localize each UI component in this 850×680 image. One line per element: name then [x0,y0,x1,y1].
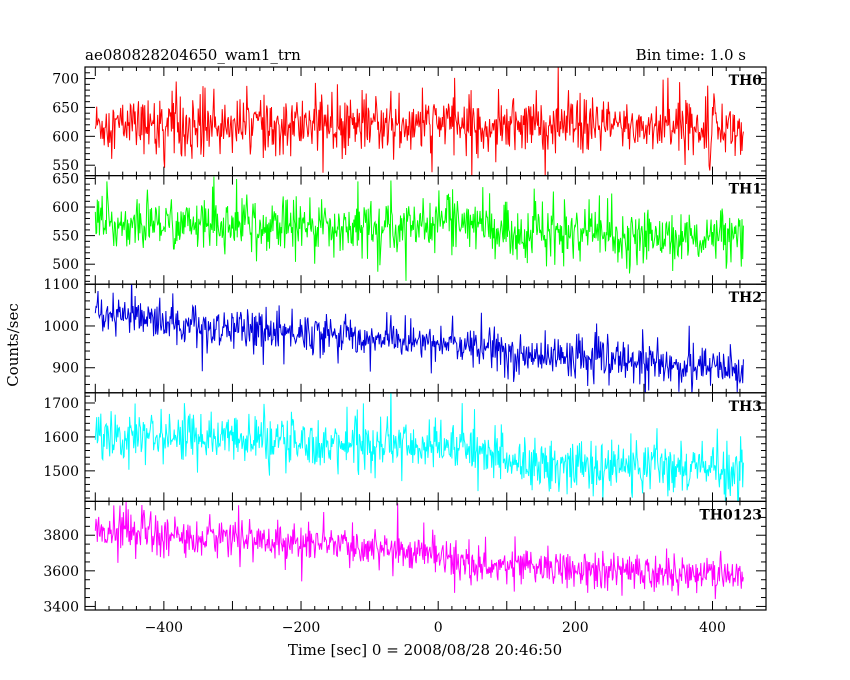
panel-label-th0123: TH0123 [699,507,762,523]
panel-label-th3: TH3 [729,399,762,415]
y-axis-label: Counts/sec [4,303,22,387]
y-tick-label: 650 [52,100,79,116]
y-tick-label: 550 [52,229,79,245]
series-line-th1 [94,176,744,281]
y-tick-label: 600 [52,129,79,145]
y-tick-label: 1100 [43,277,79,293]
y-tick-label: 3400 [43,599,79,615]
y-tick-label: 1500 [43,464,79,480]
panel-th2: 900 1000 1100 TH2 [43,277,767,394]
panel-th0123: 3400 3600 3800 TH0123 [43,500,767,615]
y-tick-label: 500 [52,257,79,273]
panel-label-th0: TH0 [729,73,763,89]
series-line-th3 [94,392,744,502]
panel-frame [84,500,767,611]
x-tick-label: 200 [562,620,589,636]
y-tick-label: 550 [52,158,79,174]
panel-label-th1: TH1 [729,182,762,198]
x-tick-label: 0 [434,620,443,636]
series-line-th0123 [94,501,744,600]
y-tick-label: 600 [52,200,79,216]
y-tick-label: 3800 [43,528,79,544]
x-tick-label: −200 [282,620,320,636]
panel-th0: 550 600 650 700 TH0 [52,66,767,177]
y-tick-label: 1600 [43,430,79,446]
x-tick-label: −400 [145,620,183,636]
y-tick-label: 650 [52,171,79,187]
x-tick-label: 400 [699,620,726,636]
y-tick-label: 1700 [43,396,79,412]
y-tick-label: 3600 [43,564,79,580]
series-line-th0 [94,67,744,176]
panel-th3: 1500 1600 1700 TH3 [43,392,767,502]
y-tick-label: 900 [52,361,79,377]
y-tick-label: 700 [52,72,79,88]
x-axis-label: Time [sec] 0 = 2008/08/28 20:46:50 [288,641,562,659]
panel-th1: 500 550 600 650 TH1 [52,171,767,285]
x-axis: −400 −200 0 200 400 [145,620,726,636]
panel-label-th2: TH2 [729,290,762,306]
panels-group: 550 600 650 700 TH0 500 550 600 650 TH1 900 1000 110… [43,66,767,615]
y-tick-label: 1000 [43,319,79,335]
series-line-th2 [94,284,744,393]
chart-title: ae080828204650_wam1_trn [85,46,301,64]
bin-time-label: Bin time: 1.0 s [636,46,746,64]
